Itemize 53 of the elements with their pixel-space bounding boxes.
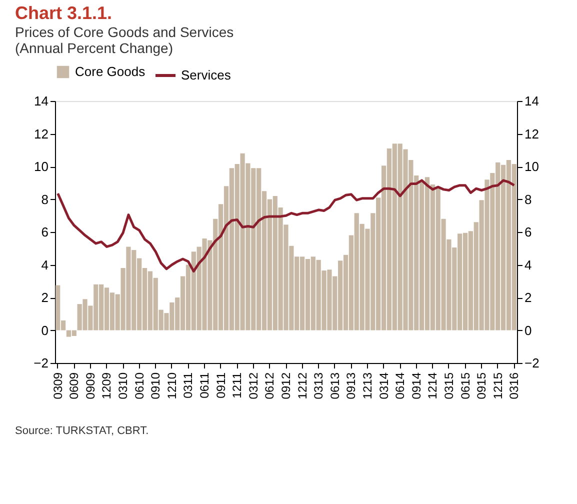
- x-tick-label: 0613: [328, 372, 342, 400]
- legend-label: Core Goods: [75, 64, 146, 79]
- y2-tick-label: 4: [524, 257, 532, 272]
- y-tick-label: 14: [34, 94, 48, 108]
- x-tick-label: 0614: [393, 372, 408, 400]
- x-tick-label: 0609: [67, 372, 82, 400]
- x-tick-label: 1211: [230, 372, 244, 398]
- x-tick-label: 0912: [279, 372, 293, 400]
- y-tick-label: 8: [41, 192, 48, 207]
- y2-tick-label: 2: [524, 290, 532, 305]
- y2-tick-label: −2: [524, 356, 540, 370]
- y-tick-label: 2: [41, 290, 48, 305]
- x-tick-label: 0316: [507, 372, 522, 400]
- x-tick-label: 1213: [360, 372, 374, 400]
- x-tick-label: 0611: [198, 372, 212, 398]
- chart-title: Chart 3.1.1.: [15, 3, 112, 23]
- x-tick-label: 1210: [164, 372, 179, 400]
- x-tick-label: 0615: [458, 372, 472, 400]
- x-tick-label: 0612: [262, 372, 277, 400]
- x-tick-label: 0314: [376, 372, 391, 400]
- x-tick-label: 0909: [83, 372, 98, 400]
- y2-tick-label: 12: [524, 126, 539, 142]
- y2-tick-label: 8: [524, 192, 532, 207]
- x-tick-label: 0913: [344, 372, 358, 400]
- x-tick-label: 0312: [246, 372, 260, 400]
- x-tick-label: 0309: [50, 372, 65, 400]
- legend-label: Services: [181, 68, 232, 82]
- y-tick-label: −2: [34, 356, 48, 370]
- x-tick-label: 1214: [426, 372, 440, 400]
- source-note: Source: TURKSTAT, CBRT.: [15, 425, 149, 437]
- y-tick-label: 10: [34, 159, 48, 174]
- x-tick-label: 0315: [442, 372, 456, 400]
- x-tick-label: 0310: [116, 372, 130, 400]
- x-tick-label: 1209: [100, 372, 114, 400]
- chart-subtitle: Prices of Core Goods and Services (Annual Percent Change): [15, 24, 234, 56]
- x-tick-label: 0914: [409, 372, 424, 400]
- y2-tick-label: 6: [524, 224, 532, 240]
- x-tick-label: 1212: [295, 372, 310, 400]
- y-tick-label: 0: [41, 322, 48, 338]
- y-tick-label: 6: [41, 224, 48, 240]
- y-tick-label: 4: [41, 257, 48, 272]
- x-tick-label: 0910: [148, 372, 163, 400]
- y2-tick-label: 14: [524, 94, 539, 108]
- y2-tick-label: 0: [524, 322, 532, 338]
- line-series: [56, 179, 516, 273]
- y-tick-label: 12: [34, 126, 48, 142]
- x-tick-label: 1215: [490, 372, 505, 400]
- x-tick-label: 0313: [312, 372, 326, 400]
- x-tick-label: 0311: [181, 372, 196, 398]
- x-tick-label: 0610: [132, 372, 146, 400]
- x-tick-label: 0911: [214, 372, 228, 398]
- x-tick-label: 0915: [474, 372, 489, 400]
- y2-tick-label: 10: [524, 159, 539, 174]
